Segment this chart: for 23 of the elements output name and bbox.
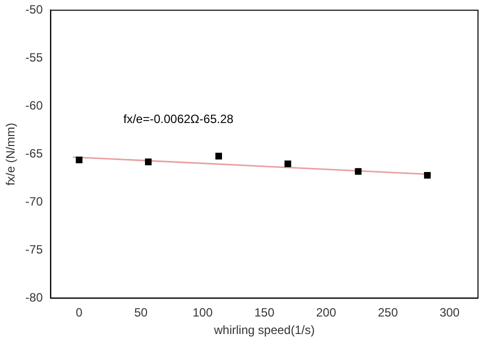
y-tick-label: -80	[25, 290, 44, 305]
point	[354, 168, 362, 175]
x-tick-label: 50	[134, 306, 148, 320]
y-tick-label: -60	[25, 98, 44, 113]
point	[284, 160, 292, 168]
point	[424, 172, 431, 179]
y-tick-label: -75	[25, 242, 44, 257]
x-tick-label: 150	[254, 306, 275, 320]
point	[215, 152, 222, 160]
y-tick-label: -50	[25, 2, 44, 17]
x-tick-label: 250	[378, 306, 398, 320]
y-tick-label: -55	[25, 50, 44, 65]
x-axis-title: whirling speed(1/s)	[213, 323, 315, 338]
x-tick-label: 300	[440, 306, 460, 320]
annotation: fx/e=-0.0062Ω-65.28	[123, 112, 234, 126]
point	[76, 156, 82, 164]
x-tick-label: 0	[76, 306, 83, 320]
y-tick-label: -70	[25, 194, 44, 209]
x-tick-label: 100	[192, 306, 213, 320]
y-tick-label: -65	[25, 146, 44, 161]
x-tick-label: 200	[316, 306, 336, 320]
point	[144, 158, 152, 166]
y-axis-title: fx/e (N/mm)	[4, 122, 18, 186]
